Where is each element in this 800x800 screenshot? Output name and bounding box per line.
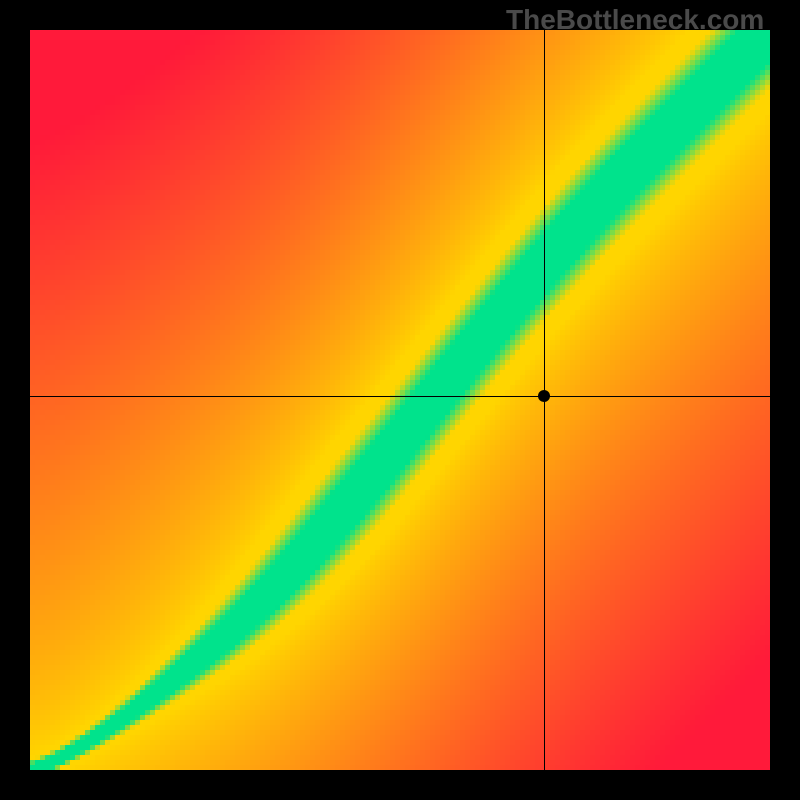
crosshair-horizontal [30, 396, 770, 398]
plot-border-right [770, 30, 800, 770]
bottleneck-heatmap [30, 30, 770, 770]
plot-border-left [0, 30, 30, 770]
watermark-text: TheBottleneck.com [506, 4, 764, 36]
plot-border-bottom [0, 770, 800, 800]
